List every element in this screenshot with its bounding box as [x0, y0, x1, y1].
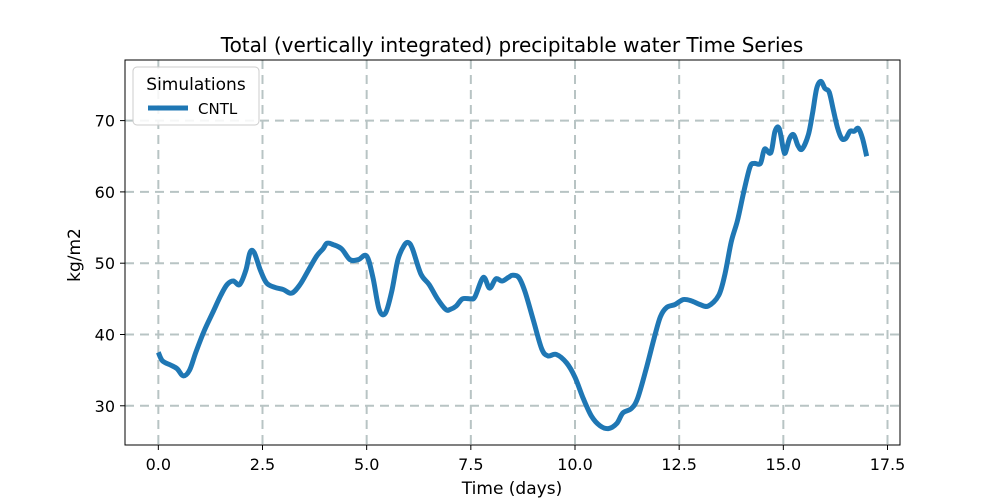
plot-area: [156, 78, 870, 432]
chart-title: Total (vertically integrated) precipitab…: [220, 33, 804, 57]
y-tick-label: 50: [95, 254, 115, 273]
x-tick-label: 0.0: [146, 455, 171, 474]
y-tick-label: 70: [95, 112, 115, 131]
y-axis-label: kg/m2: [65, 228, 85, 282]
x-tick-label: 12.5: [661, 455, 697, 474]
x-tick-label: 17.5: [870, 455, 906, 474]
x-axis-ticks: 0.0 2.5 5.0 7.5 10.0 12.5 15.0 17.5: [146, 445, 906, 474]
legend-entry-cntl: CNTL: [198, 100, 238, 118]
x-tick-label: 7.5: [458, 455, 483, 474]
x-tick-label: 15.0: [766, 455, 802, 474]
legend: Simulations CNTL: [132, 66, 260, 126]
y-tick-label: 30: [95, 397, 115, 416]
y-axis-ticks: 30 40 50 60 70: [95, 112, 125, 416]
series-line-cntl: [156, 78, 870, 432]
x-tick-label: 2.5: [250, 455, 275, 474]
y-tick-label: 40: [95, 325, 115, 344]
x-tick-label: 10.0: [557, 455, 593, 474]
y-tick-label: 60: [95, 183, 115, 202]
plot-frame: [124, 59, 901, 446]
legend-title: Simulations: [146, 75, 246, 95]
x-axis-label: Time (days): [461, 479, 562, 499]
x-tick-label: 5.0: [354, 455, 379, 474]
